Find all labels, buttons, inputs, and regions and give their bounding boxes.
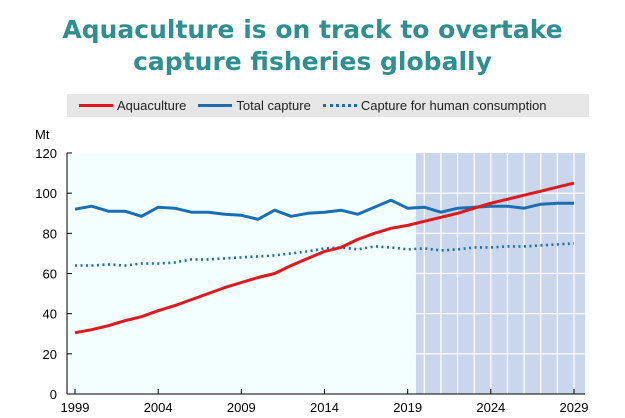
x-tick-label: 2004 <box>144 400 173 415</box>
chart-title: Aquaculture is on track to overtake capt… <box>0 14 625 78</box>
legend-item-human-consumption: Capture for human consumption <box>322 98 547 113</box>
legend-label: Capture for human consumption <box>360 98 547 113</box>
chart-title-line-1: Aquaculture is on track to overtake <box>62 15 563 44</box>
y-tick-label: 40 <box>43 307 57 322</box>
series-line-capture-for-human-consumption <box>75 242 575 267</box>
y-tick-label: 20 <box>43 347 57 362</box>
chart-title-line-2: capture fisheries globally <box>133 47 492 76</box>
series-line-total-capture <box>74 198 574 221</box>
legend-item-aquaculture: Aquaculture <box>79 98 186 113</box>
series-line-aquaculture <box>74 181 575 335</box>
y-axis-label: Mt <box>35 127 50 142</box>
x-tick-label: 2014 <box>310 400 339 415</box>
x-tick-label: 1999 <box>61 400 90 415</box>
x-tick-label: 2019 <box>393 400 422 415</box>
legend: Aquaculture Total capture Capture for hu… <box>67 94 589 117</box>
x-tick-label: 2029 <box>560 400 589 415</box>
y-tick-label: 100 <box>35 186 57 201</box>
y-tick-label: 60 <box>43 267 57 282</box>
legend-swatch <box>198 104 233 107</box>
legend-label: Aquaculture <box>117 98 187 113</box>
legend-swatch <box>79 104 113 107</box>
x-tick-label: 2024 <box>476 400 505 415</box>
x-tick-label: 2009 <box>227 400 256 415</box>
legend-label: Total capture <box>236 98 311 113</box>
y-tick-label: 120 <box>35 146 57 161</box>
legend-swatch <box>322 104 357 107</box>
legend-item-total-capture: Total capture <box>198 98 311 113</box>
y-tick-label: 0 <box>50 387 57 402</box>
y-tick-label: 80 <box>43 226 57 241</box>
